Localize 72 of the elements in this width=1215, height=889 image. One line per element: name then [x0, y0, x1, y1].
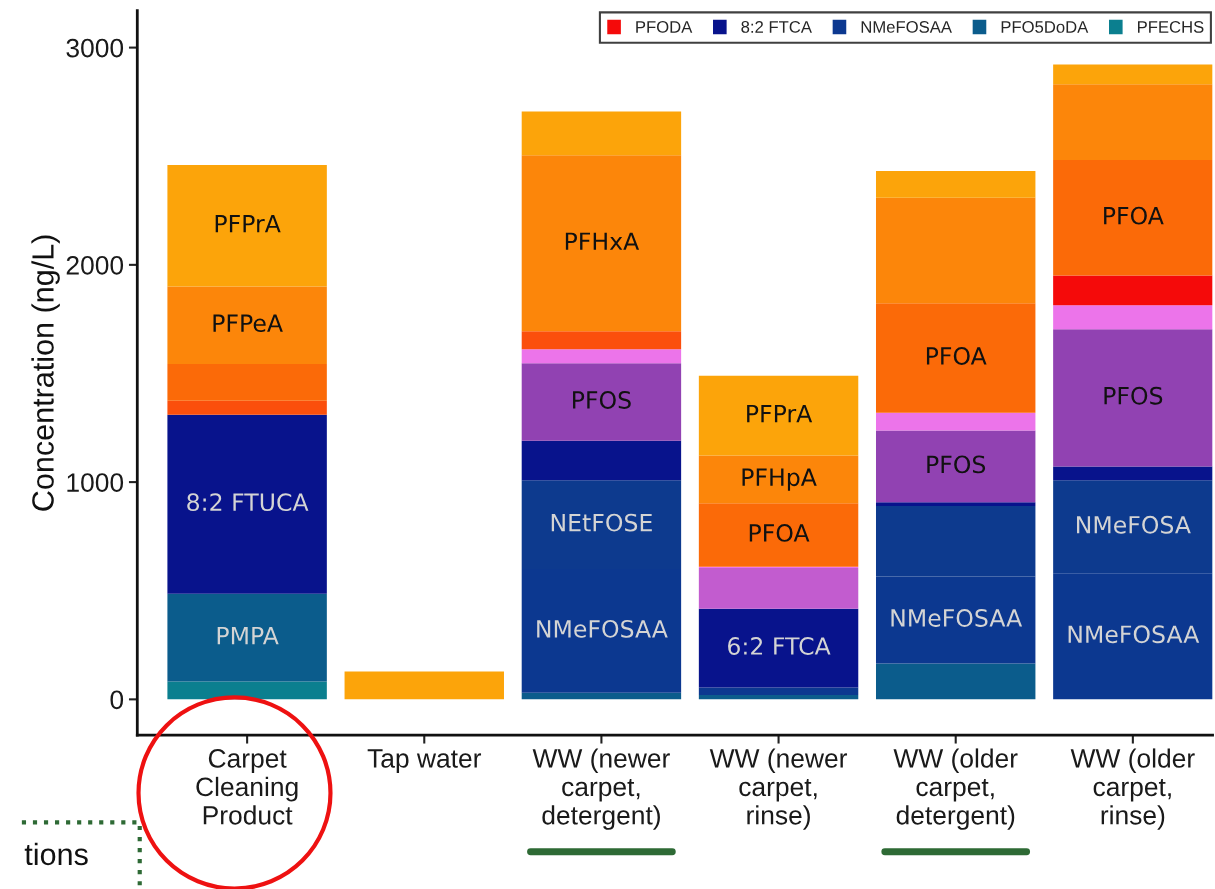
bar	[875, 663, 1036, 700]
bar	[521, 111, 682, 156]
bar	[521, 349, 682, 364]
bar	[167, 593, 327, 682]
bar	[167, 681, 327, 700]
data-label: PFOS	[1104, 386, 1163, 405]
bar	[1053, 84, 1213, 160]
bar	[521, 692, 682, 700]
bar	[167, 400, 327, 415]
bar	[698, 455, 859, 504]
bar	[1053, 329, 1213, 467]
bar	[1053, 305, 1213, 330]
data-label: PFOS	[573, 391, 631, 409]
bar	[698, 375, 859, 456]
y-axis-title: Concentration (ng/L)	[31, 235, 60, 511]
bar	[1053, 275, 1213, 306]
legend-label: PFO5DoDA	[1001, 21, 1089, 33]
x-tick-label: WW (newer carpet, rinse)	[709, 748, 848, 830]
legend-label: PFECHS	[1138, 21, 1204, 33]
bar	[698, 503, 859, 567]
bar	[698, 695, 859, 700]
data-label: NMeFOSAA	[891, 609, 1023, 627]
x-tick-label: WW (older carpet, rinse)	[1070, 748, 1195, 830]
data-label: NEtFOSE	[551, 513, 652, 532]
bar	[521, 363, 682, 441]
data-label: PMPA	[217, 626, 279, 645]
data-label: PFOA	[749, 524, 810, 542]
bar	[875, 171, 1036, 198]
bar	[167, 286, 327, 364]
bar	[875, 502, 1036, 506]
data-label: NMeFOSAA	[537, 619, 668, 638]
data-label: PFPeA	[213, 314, 283, 333]
bar	[521, 440, 682, 481]
data-label: PFHxA	[565, 232, 640, 250]
data-label: PFOA	[926, 347, 987, 365]
bar	[167, 363, 327, 401]
bar	[875, 412, 1036, 431]
y-tick-label: 1000	[67, 473, 124, 492]
bar	[875, 197, 1036, 304]
y-tick-label: 3000	[66, 38, 124, 58]
data-label: 8:2 FTUCA	[187, 493, 309, 512]
data-label: NMeFOSA	[1077, 515, 1191, 534]
data-label: PFPrA	[215, 215, 281, 233]
bar	[1053, 64, 1213, 85]
data-label: PFOS	[927, 455, 986, 474]
data-label: PFOA	[1104, 206, 1164, 225]
bar	[875, 303, 1036, 413]
legend-label: PFODA	[636, 21, 693, 33]
text: tions	[24, 842, 88, 866]
bar	[698, 567, 859, 609]
x-tick-label: WW (newer carpet, detergent)	[532, 748, 670, 830]
y-tick-label: 0	[110, 690, 124, 710]
legend-label: 8:2 FTCA	[741, 21, 812, 33]
bar	[167, 414, 327, 594]
bar	[521, 331, 682, 350]
x-tick-label: Carpet Cleaning Product	[196, 749, 298, 825]
data-label: NMeFOSAA	[1068, 625, 1200, 644]
bar	[1053, 466, 1213, 481]
x-tick-label: Tap water	[367, 749, 482, 773]
data-label: 6:2 FTCA	[728, 637, 831, 655]
bar	[698, 608, 859, 688]
legend-label: NMeFOSAA	[861, 21, 952, 33]
data-label: PFPrA	[747, 404, 813, 423]
data-label: PFHpA	[742, 468, 817, 491]
y-tick-label: 2000	[66, 255, 124, 275]
bar	[698, 687, 859, 696]
bar	[875, 430, 1036, 503]
bar	[344, 671, 504, 700]
bar	[167, 164, 327, 287]
bar	[1053, 159, 1213, 276]
bar	[521, 155, 682, 332]
x-tick-label: WW (older carpet, detergent)	[893, 748, 1018, 830]
